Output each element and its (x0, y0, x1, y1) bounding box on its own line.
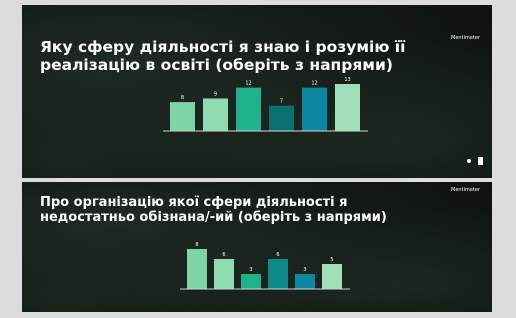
chart: 8 6 3 6 3 5 (22, 182, 492, 312)
icon (478, 157, 483, 165)
bar (170, 102, 195, 131)
value-label: 12 (245, 81, 251, 87)
bar (302, 88, 327, 131)
bar (241, 274, 261, 289)
value-label: 7 (280, 99, 283, 105)
bar (236, 88, 261, 131)
value-label: 12 (311, 81, 317, 87)
bar (214, 259, 234, 289)
bar (295, 274, 315, 289)
slide: Яку сферу діяльності я знаю і розумію її… (22, 5, 492, 178)
value-label: 8 (195, 242, 198, 248)
value-label: 8 (181, 95, 184, 101)
value-label: 9 (214, 91, 217, 97)
value-label: 6 (276, 252, 279, 258)
value-label: 3 (249, 267, 252, 273)
chart: 8 9 12 7 12 13 (22, 5, 492, 178)
bar (269, 106, 294, 131)
bar (335, 84, 360, 131)
value-label: 5 (330, 257, 333, 263)
bar (203, 98, 228, 131)
slide: Про організацію якої сфери діяльності я … (22, 182, 492, 312)
bar (322, 264, 342, 289)
value-label: 6 (222, 252, 225, 258)
bar (187, 249, 207, 289)
page: Яку сферу діяльності я знаю і розумію її… (0, 0, 516, 318)
value-label: 3 (303, 267, 306, 273)
bar (268, 259, 288, 289)
icon (467, 159, 471, 163)
value-label: 13 (344, 77, 350, 83)
